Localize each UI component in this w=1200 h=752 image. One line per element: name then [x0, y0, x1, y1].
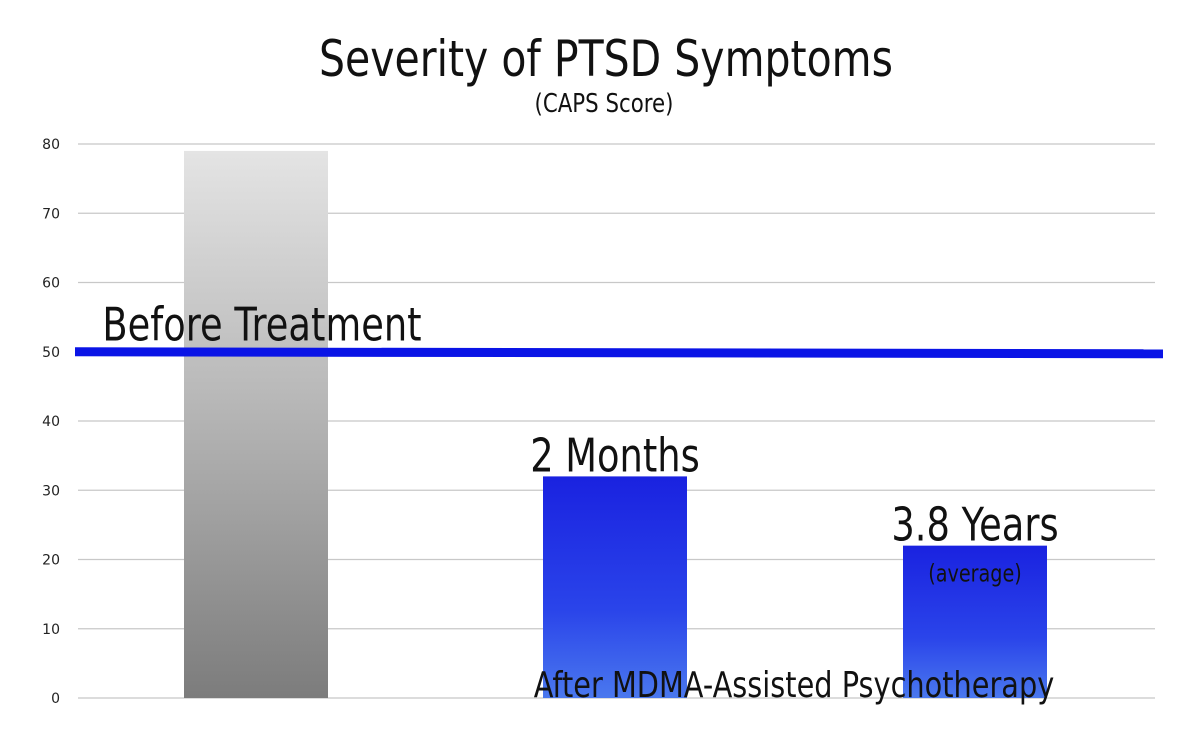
bars — [184, 150, 1047, 699]
y-tick-label: 30 — [42, 483, 60, 499]
reference-line-label: Before Treatment — [102, 298, 421, 352]
bar — [543, 476, 687, 698]
chart-subtitle: (CAPS Score) — [535, 88, 674, 119]
bar-label: 2 Months — [530, 428, 700, 482]
y-tick-label: 20 — [42, 553, 60, 569]
y-tick-label: 40 — [42, 414, 60, 430]
y-tick-label: 50 — [42, 345, 60, 361]
chart-title: Severity of PTSD Symptoms — [319, 30, 893, 88]
y-tick-label: 0 — [51, 691, 60, 707]
y-tick-label: 70 — [42, 206, 60, 222]
bar — [184, 150, 328, 699]
y-tick-label: 60 — [42, 276, 60, 292]
bar-labels: 2 Months 3.8 Years (average) After MDMA-Ass… — [530, 428, 1058, 706]
reference-line-group: Before Treatment — [74, 298, 1164, 359]
chart-annotation: After MDMA-Assisted Psychotherapy — [534, 664, 1055, 706]
bar-sublabel: (average) — [928, 561, 1022, 589]
y-tick-label: 80 — [42, 137, 60, 153]
y-axis-ticks: 0 10 20 30 40 50 60 70 80 — [42, 137, 60, 707]
reference-line — [74, 347, 1164, 359]
bar-label: 3.8 Years — [891, 498, 1058, 552]
y-tick-label: 10 — [42, 622, 60, 638]
bar — [903, 545, 1047, 698]
